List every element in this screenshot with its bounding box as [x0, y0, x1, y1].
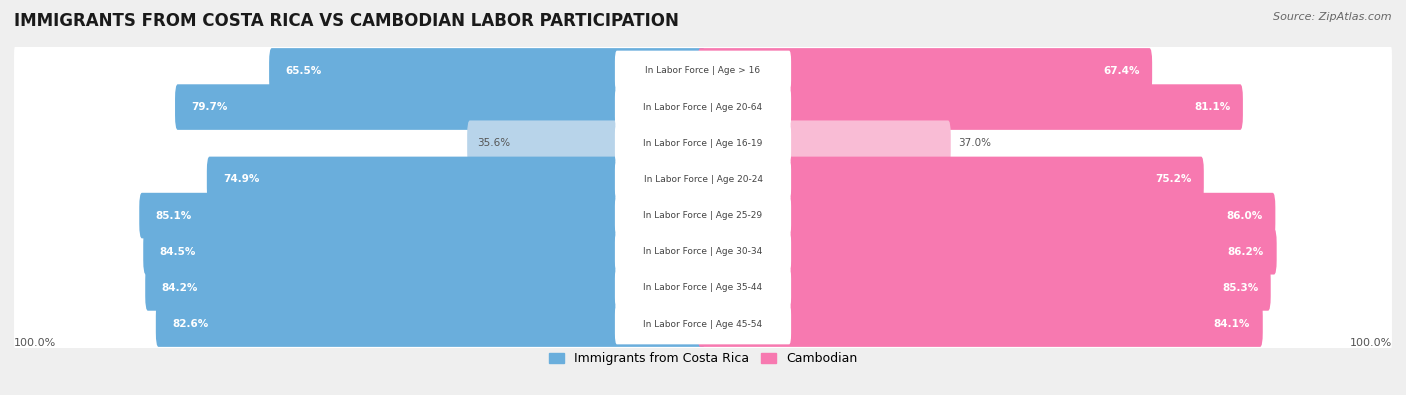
Text: In Labor Force | Age 20-64: In Labor Force | Age 20-64 — [644, 103, 762, 111]
FancyBboxPatch shape — [14, 152, 1392, 206]
Text: In Labor Force | Age > 16: In Labor Force | Age > 16 — [645, 66, 761, 75]
Text: In Labor Force | Age 45-54: In Labor Force | Age 45-54 — [644, 320, 762, 329]
FancyBboxPatch shape — [697, 48, 1152, 94]
FancyBboxPatch shape — [14, 44, 1392, 98]
Text: 37.0%: 37.0% — [957, 138, 991, 148]
FancyBboxPatch shape — [14, 80, 1392, 134]
Text: 100.0%: 100.0% — [1350, 338, 1392, 348]
FancyBboxPatch shape — [156, 301, 706, 347]
FancyBboxPatch shape — [697, 193, 1275, 238]
Text: IMMIGRANTS FROM COSTA RICA VS CAMBODIAN LABOR PARTICIPATION: IMMIGRANTS FROM COSTA RICA VS CAMBODIAN … — [14, 12, 679, 30]
Text: 82.6%: 82.6% — [173, 319, 208, 329]
Text: In Labor Force | Age 20-24: In Labor Force | Age 20-24 — [644, 175, 762, 184]
FancyBboxPatch shape — [14, 261, 1392, 315]
Text: 81.1%: 81.1% — [1194, 102, 1230, 112]
FancyBboxPatch shape — [697, 301, 1263, 347]
Text: 67.4%: 67.4% — [1104, 66, 1139, 76]
Text: 84.5%: 84.5% — [160, 247, 197, 257]
Text: 74.9%: 74.9% — [224, 175, 260, 184]
Text: 75.2%: 75.2% — [1154, 175, 1191, 184]
Text: 84.2%: 84.2% — [162, 283, 198, 293]
FancyBboxPatch shape — [697, 84, 1243, 130]
Text: Source: ZipAtlas.com: Source: ZipAtlas.com — [1274, 12, 1392, 22]
FancyBboxPatch shape — [614, 51, 792, 91]
Text: In Labor Force | Age 25-29: In Labor Force | Age 25-29 — [644, 211, 762, 220]
FancyBboxPatch shape — [614, 159, 792, 199]
FancyBboxPatch shape — [139, 193, 706, 238]
FancyBboxPatch shape — [614, 268, 792, 308]
FancyBboxPatch shape — [207, 157, 706, 202]
FancyBboxPatch shape — [145, 265, 706, 311]
FancyBboxPatch shape — [174, 84, 706, 130]
Text: 86.2%: 86.2% — [1227, 247, 1264, 257]
Text: In Labor Force | Age 16-19: In Labor Force | Age 16-19 — [644, 139, 762, 148]
FancyBboxPatch shape — [614, 196, 792, 236]
Text: 65.5%: 65.5% — [285, 66, 322, 76]
Text: 100.0%: 100.0% — [14, 338, 56, 348]
FancyBboxPatch shape — [269, 48, 706, 94]
FancyBboxPatch shape — [697, 120, 950, 166]
FancyBboxPatch shape — [697, 157, 1204, 202]
Text: 86.0%: 86.0% — [1226, 211, 1263, 220]
FancyBboxPatch shape — [614, 304, 792, 344]
Text: 79.7%: 79.7% — [191, 102, 228, 112]
Text: 85.3%: 85.3% — [1222, 283, 1258, 293]
Text: 84.1%: 84.1% — [1213, 319, 1250, 329]
Text: In Labor Force | Age 30-34: In Labor Force | Age 30-34 — [644, 247, 762, 256]
FancyBboxPatch shape — [697, 265, 1271, 311]
FancyBboxPatch shape — [14, 225, 1392, 278]
FancyBboxPatch shape — [143, 229, 706, 275]
FancyBboxPatch shape — [614, 87, 792, 127]
FancyBboxPatch shape — [14, 189, 1392, 243]
Text: 35.6%: 35.6% — [477, 138, 510, 148]
Text: In Labor Force | Age 35-44: In Labor Force | Age 35-44 — [644, 284, 762, 292]
Text: 85.1%: 85.1% — [156, 211, 193, 220]
Legend: Immigrants from Costa Rica, Cambodian: Immigrants from Costa Rica, Cambodian — [548, 352, 858, 365]
FancyBboxPatch shape — [697, 229, 1277, 275]
FancyBboxPatch shape — [14, 297, 1392, 351]
FancyBboxPatch shape — [614, 231, 792, 272]
FancyBboxPatch shape — [14, 117, 1392, 170]
FancyBboxPatch shape — [614, 123, 792, 164]
FancyBboxPatch shape — [467, 120, 706, 166]
